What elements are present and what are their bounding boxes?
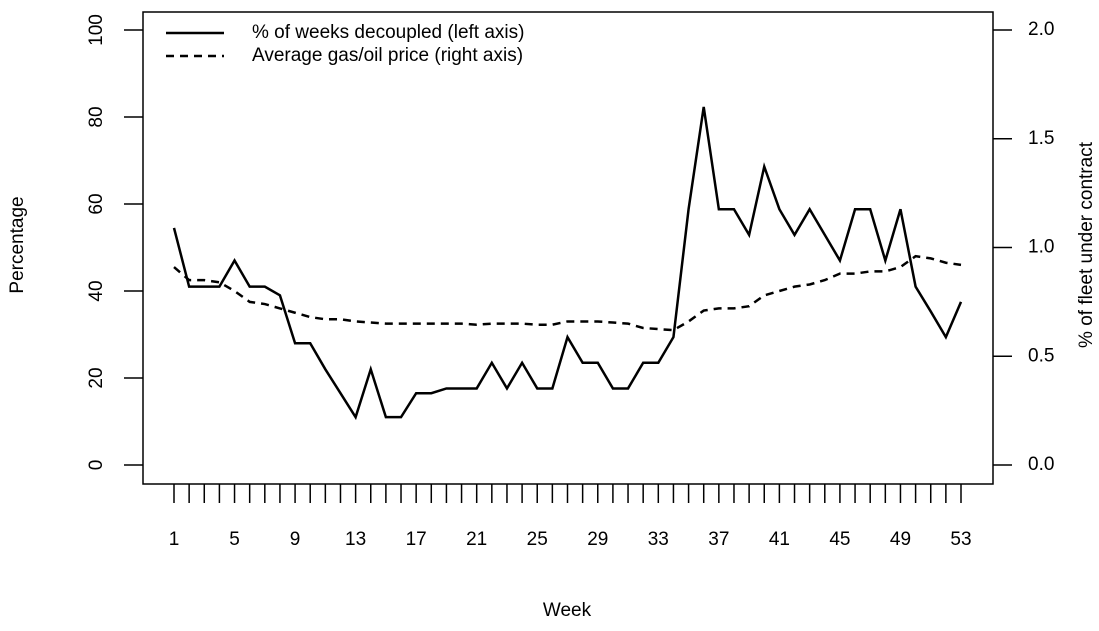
x-tick-label: 5 bbox=[229, 529, 240, 550]
x-tick-label: 45 bbox=[829, 529, 850, 550]
x-tick-label: 13 bbox=[345, 529, 366, 550]
y-axis-label: Percentage bbox=[7, 196, 28, 293]
y-tick-label: 0 bbox=[86, 460, 107, 471]
y-tick-label: 80 bbox=[86, 106, 107, 127]
y2-tick-label: 1.0 bbox=[1028, 237, 1054, 258]
y2-axis-label: % of fleet under contract bbox=[1076, 141, 1097, 348]
x-tick-label: 29 bbox=[587, 529, 608, 550]
y-tick-label: 40 bbox=[86, 280, 107, 301]
x-tick-label: 21 bbox=[466, 529, 487, 550]
x-tick-label: 33 bbox=[648, 529, 669, 550]
y-tick-label: 100 bbox=[86, 14, 107, 46]
x-tick-label: 49 bbox=[890, 529, 911, 550]
y2-tick-label: 2.0 bbox=[1028, 19, 1054, 40]
x-tick-label: 25 bbox=[527, 529, 548, 550]
plot-frame bbox=[142, 11, 994, 485]
x-tick-label: 9 bbox=[290, 529, 301, 550]
x-tick-label: 37 bbox=[708, 529, 729, 550]
y-tick-label: 20 bbox=[86, 367, 107, 388]
data-line bbox=[173, 254, 962, 332]
x-tick-label: 1 bbox=[169, 529, 180, 550]
legend-label: Average gas/oil price (right axis) bbox=[252, 45, 523, 66]
x-tick-label: 41 bbox=[769, 529, 790, 550]
data-line bbox=[172, 106, 963, 421]
x-tick-label: 17 bbox=[406, 529, 427, 550]
y2-tick-label: 0.0 bbox=[1028, 454, 1054, 475]
y-tick-label: 60 bbox=[86, 193, 107, 214]
legend-label: % of weeks decoupled (left axis) bbox=[252, 22, 524, 43]
y2-tick-label: 0.5 bbox=[1028, 345, 1054, 366]
x-axis-label: Week bbox=[543, 600, 592, 621]
y2-tick-label: 1.5 bbox=[1028, 128, 1054, 149]
x-tick-label: 53 bbox=[950, 529, 971, 550]
